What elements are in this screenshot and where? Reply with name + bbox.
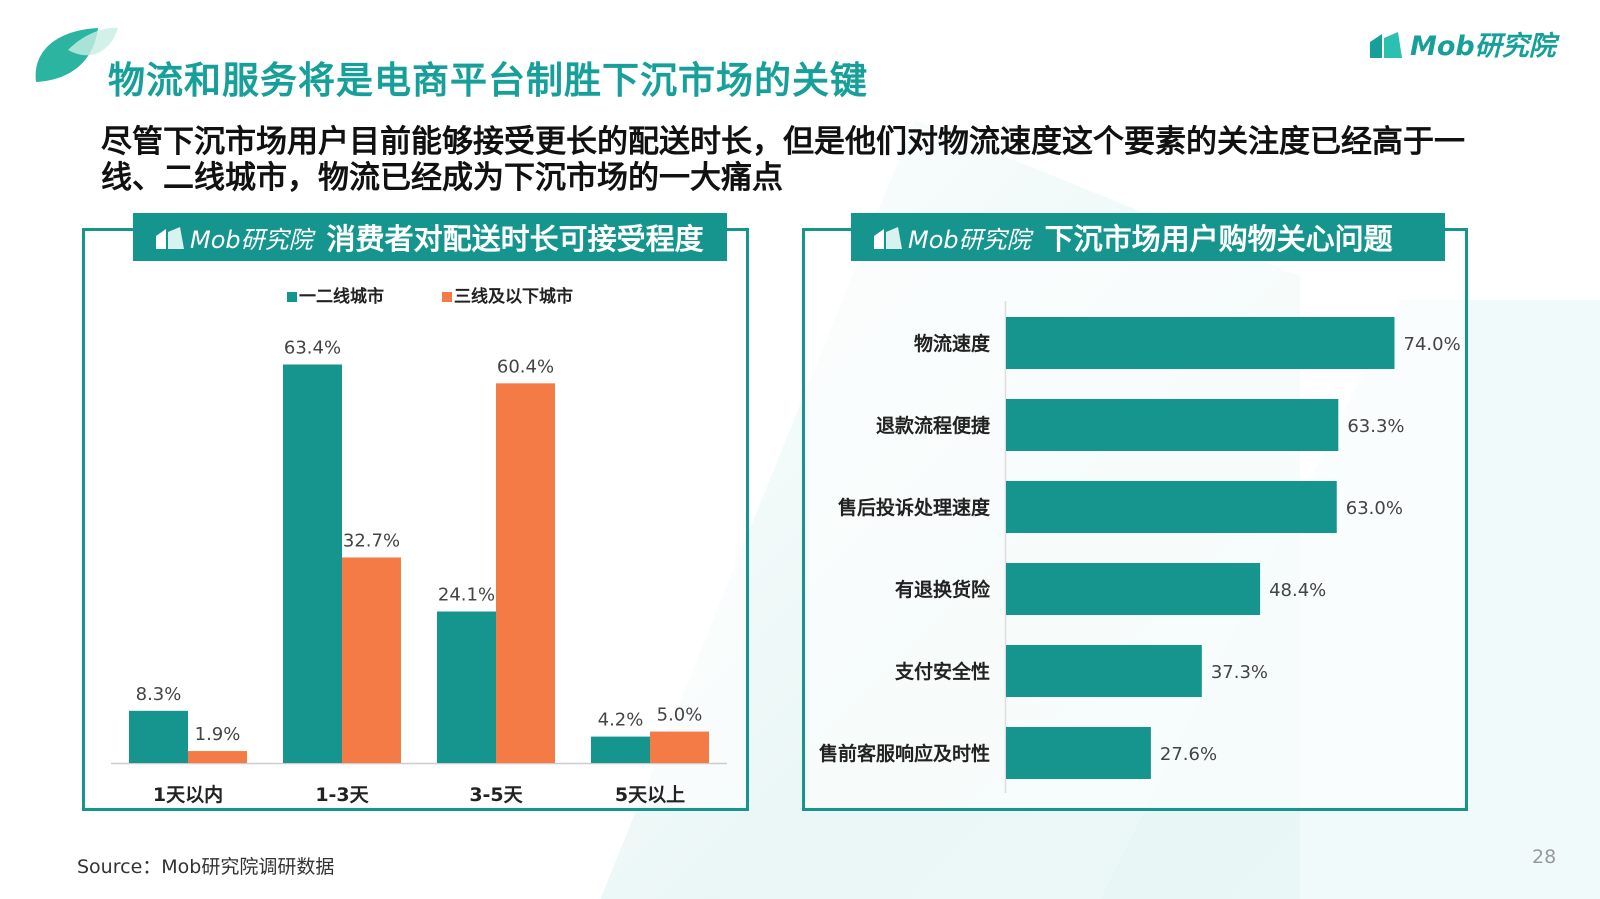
legend-label: 一二线城市	[299, 286, 384, 307]
panel-header: Mob研究院 消费者对配送时长可接受程度	[133, 213, 727, 261]
brand-name: Mob研究院	[1410, 31, 1556, 62]
brand-logo: Mob研究院	[1368, 24, 1556, 63]
panel-brand-name: Mob研究院	[190, 225, 313, 254]
chart-title: 消费者对配送时长可接受程度	[326, 222, 704, 256]
x-tick-label: 3-5天	[469, 784, 523, 806]
mob-logo-icon	[874, 227, 902, 249]
bar	[342, 557, 401, 763]
x-tick-label: 1-3天	[315, 784, 369, 806]
x-tick-label: 5天以上	[615, 784, 685, 806]
legend-swatch	[287, 292, 297, 302]
bar	[283, 364, 342, 763]
panel-brand-name: Mob研究院	[908, 225, 1031, 254]
bar	[129, 710, 188, 763]
data-label: 1.9%	[195, 724, 241, 745]
data-label: 74.0%	[1404, 334, 1461, 355]
x-tick-label: 1天以内	[153, 783, 223, 806]
grouped-bar-chart: 一二线城市 三线及以下城市 8.3% 1.9% 1天以内 63.4% 32.7% 1-3天 24…	[111, 286, 727, 806]
data-label: 32.7%	[343, 530, 400, 551]
bar	[496, 383, 555, 763]
data-label: 27.6%	[1160, 744, 1217, 765]
chart-title: 下沉市场用户购物关心问题	[1044, 222, 1393, 256]
shopping-concerns-chart-panel: Mob研究院 下沉市场用户购物关心问题 物流速度 74.0% 退款流程便捷 63.3%…	[802, 213, 1468, 811]
data-label: 63.3%	[1347, 416, 1404, 437]
bar	[437, 611, 496, 763]
horizontal-bar-chart: 物流速度 74.0% 退款流程便捷 63.3% 售后投诉处理速度 63.0% 有退换货险 48…	[818, 301, 1461, 793]
data-label: 63.4%	[284, 337, 341, 358]
bar	[1006, 481, 1337, 533]
bar	[1006, 727, 1151, 779]
panel-brand: Mob研究院	[155, 220, 313, 255]
delivery-time-chart-panel: Mob研究院 消费者对配送时长可接受程度 一二线城市 三线及以下城市 8.3% 1.9…	[82, 213, 749, 811]
bar	[188, 751, 247, 763]
legend-swatch	[442, 292, 452, 302]
y-tick-label: 售后投诉处理速度	[837, 496, 991, 519]
data-label: 5.0%	[657, 705, 703, 726]
bar	[1006, 563, 1261, 615]
bar	[650, 731, 709, 763]
panel-brand: Mob研究院	[873, 220, 1031, 255]
leaf-decoration-icon	[35, 27, 118, 82]
data-label: 48.4%	[1269, 580, 1326, 601]
bar	[591, 736, 650, 763]
y-tick-label: 支付安全性	[894, 660, 990, 683]
bar	[1006, 399, 1339, 451]
page-number: 28	[1532, 846, 1557, 868]
data-label: 60.4%	[497, 356, 554, 377]
data-label: 37.3%	[1211, 662, 1268, 683]
bar	[1006, 317, 1395, 369]
y-tick-label: 售前客服响应及时性	[818, 742, 990, 765]
y-tick-label: 有退换货险	[895, 578, 991, 601]
page-title: 物流和服务将是电商平台制胜下沉市场的关键	[108, 59, 868, 102]
bar	[1006, 645, 1202, 697]
data-label: 63.0%	[1346, 498, 1403, 519]
page-subtitle: 尽管下沉市场用户目前能够接受更长的配送时长，但是他们对物流速度这个要素的关注度已…	[101, 124, 1465, 196]
legend-label: 三线及以下城市	[454, 286, 573, 307]
y-tick-label: 物流速度	[914, 332, 991, 355]
data-label: 4.2%	[598, 710, 644, 731]
data-label: 8.3%	[136, 684, 182, 705]
y-tick-label: 退款流程便捷	[876, 414, 991, 437]
data-label: 24.1%	[438, 585, 495, 606]
source-note: Source：Mob研究院调研数据	[77, 856, 335, 878]
mob-logo-icon	[1370, 31, 1402, 58]
panel-header: Mob研究院 下沉市场用户购物关心问题	[851, 213, 1445, 261]
mob-logo-icon	[156, 227, 184, 249]
